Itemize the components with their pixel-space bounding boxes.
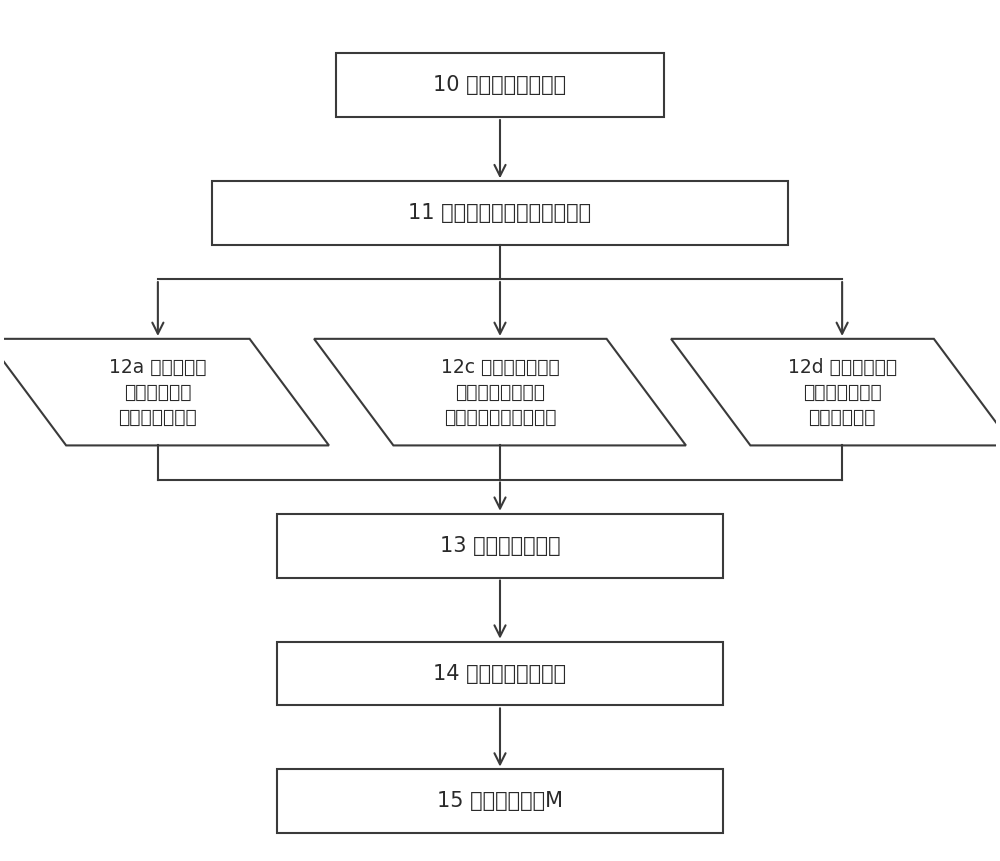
Text: 11 对装修布局方案的评价打分: 11 对装修布局方案的评价打分 — [408, 203, 592, 223]
Bar — [212, 181, 788, 245]
Text: 12a 提取房间特
征（用途、轮
廓、门窗坐标）: 12a 提取房间特 征（用途、轮 廓、门窗坐标） — [109, 357, 207, 427]
Bar — [277, 770, 723, 833]
Bar — [336, 53, 664, 117]
Bar — [277, 514, 723, 578]
Polygon shape — [671, 339, 1000, 445]
Text: 12c 提取家具一阶特
征（尺寸、坐标、
旋转角度、缩放比例）: 12c 提取家具一阶特 征（尺寸、坐标、 旋转角度、缩放比例） — [441, 357, 559, 427]
Text: 15 环境反馈模型M: 15 环境反馈模型M — [437, 791, 563, 811]
Text: 14 神经网络回归学习: 14 神经网络回归学习 — [433, 664, 567, 684]
Text: 13 合并提取的特征: 13 合并提取的特征 — [440, 536, 560, 555]
Text: 10 获得装修布局方案: 10 获得装修布局方案 — [433, 75, 567, 96]
Text: 12d 提取家具二阶
特征（碰撞、出
界、吸附性）: 12d 提取家具二阶 特征（碰撞、出 界、吸附性） — [788, 357, 897, 427]
Polygon shape — [0, 339, 329, 445]
Bar — [277, 641, 723, 705]
Polygon shape — [314, 339, 686, 445]
